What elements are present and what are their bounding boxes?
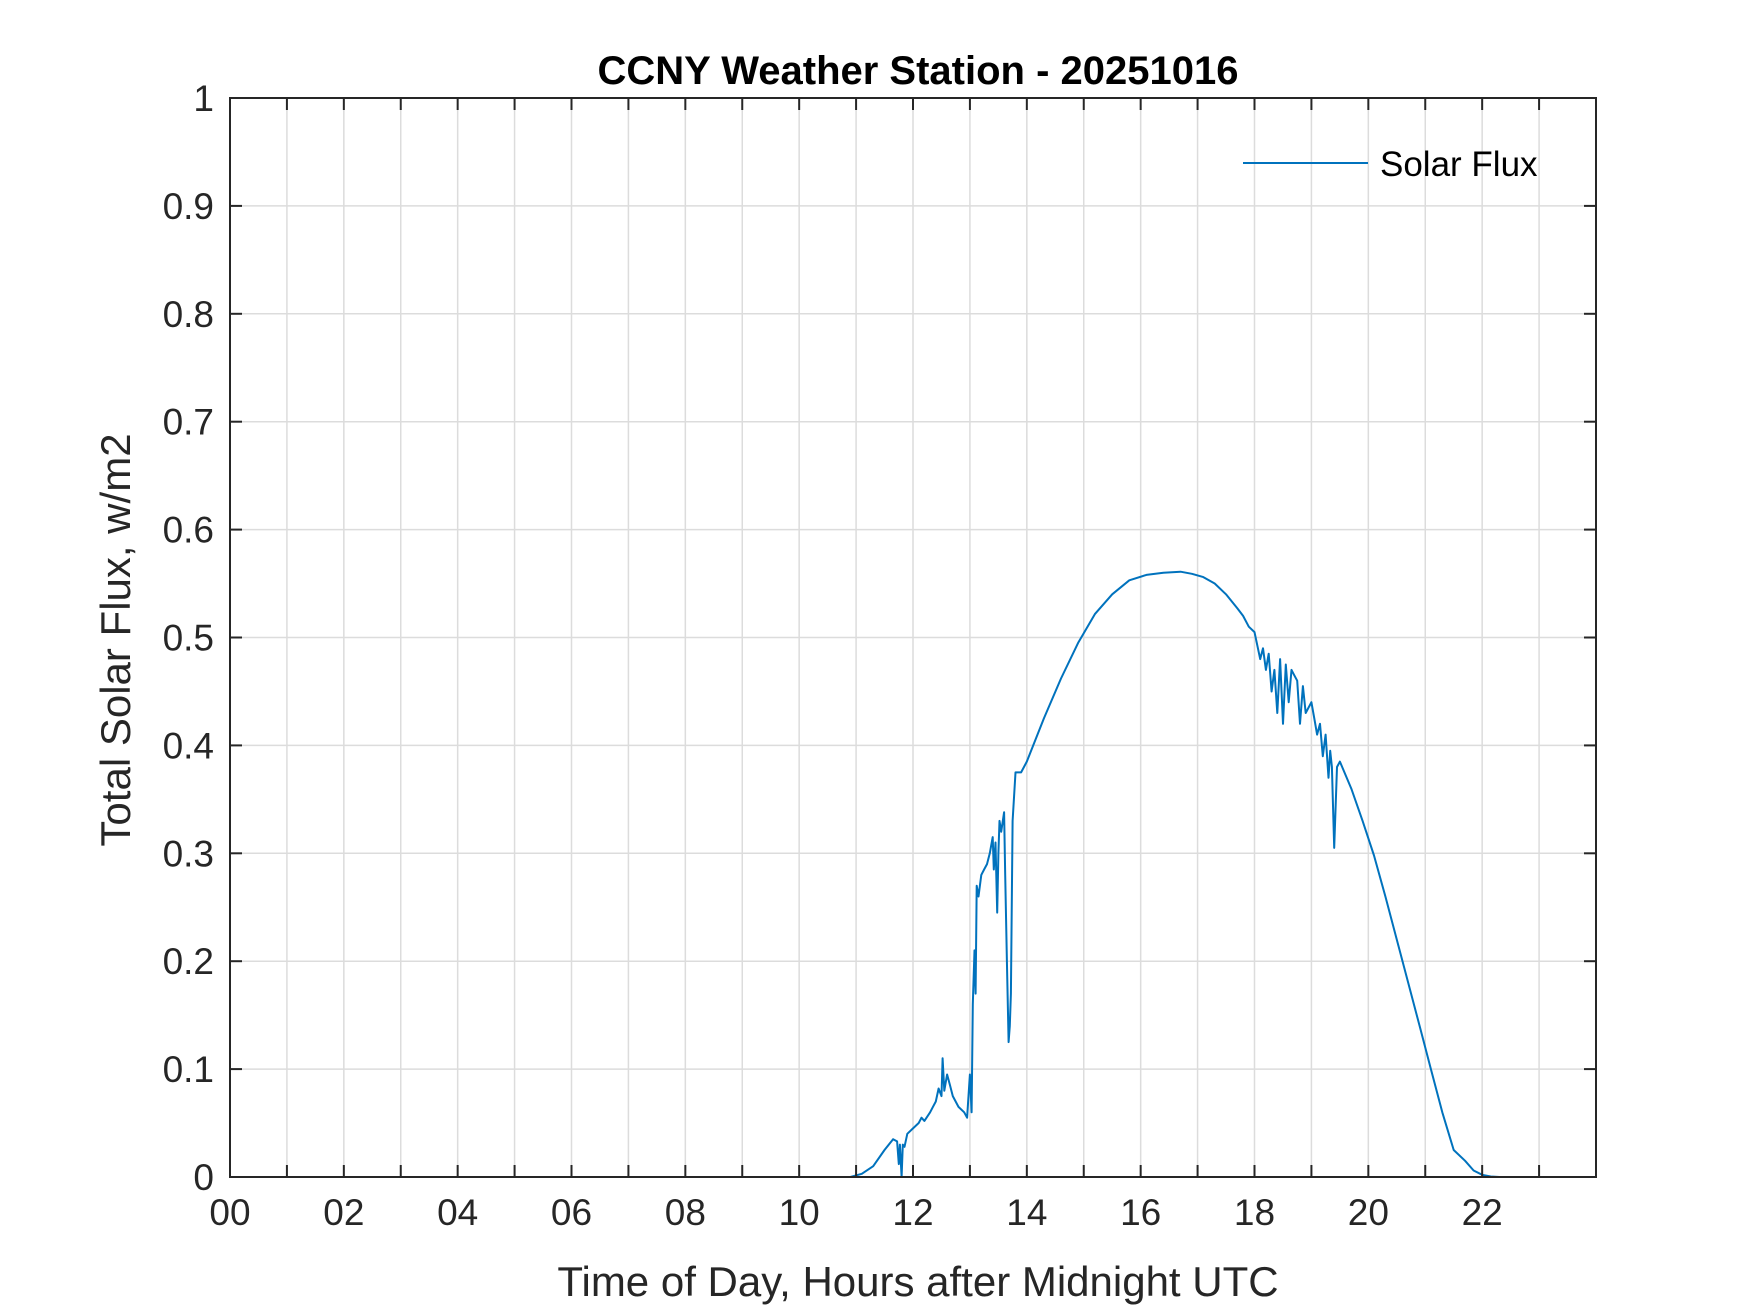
x-tick-label: 14 bbox=[1006, 1192, 1047, 1233]
y-tick-label: 0.4 bbox=[163, 725, 214, 766]
y-tick-label: 0.2 bbox=[163, 941, 214, 982]
x-tick-label: 04 bbox=[437, 1192, 478, 1233]
series-line-solar-flux bbox=[230, 570, 1596, 1178]
x-tick-label: 18 bbox=[1234, 1192, 1275, 1233]
x-tick-label: 00 bbox=[209, 1192, 250, 1233]
legend-label-solar-flux: Solar Flux bbox=[1380, 145, 1538, 184]
y-tick-label: 0.1 bbox=[163, 1049, 214, 1090]
x-axis-label: Time of Day, Hours after Midnight UTC bbox=[557, 1258, 1278, 1305]
y-axis-label: Total Solar Flux, w/m2 bbox=[92, 433, 139, 846]
x-tick-label: 16 bbox=[1120, 1192, 1161, 1233]
x-tick-label: 20 bbox=[1348, 1192, 1389, 1233]
x-tick-label: 06 bbox=[551, 1192, 592, 1233]
tick-labels: 00 02 04 06 08 10 12 14 16 18 20 22 0 0.1 0.2 0.3 0.4 0.5… bbox=[163, 78, 1503, 1233]
y-tick-label: 0.9 bbox=[163, 186, 214, 227]
x-tick-label: 10 bbox=[779, 1192, 820, 1233]
y-tick-label: 0.7 bbox=[163, 402, 214, 443]
y-tick-label: 0.5 bbox=[163, 618, 214, 659]
grid-lines bbox=[230, 98, 1596, 1177]
legend: Solar Flux bbox=[1243, 145, 1538, 184]
x-tick-label: 22 bbox=[1462, 1192, 1503, 1233]
y-tick-label: 0.8 bbox=[163, 294, 214, 335]
x-tick-label: 12 bbox=[892, 1192, 933, 1233]
series-layer bbox=[230, 570, 1596, 1178]
y-tick-label: 1 bbox=[193, 78, 214, 119]
x-tick-label: 02 bbox=[323, 1192, 364, 1233]
y-tick-label: 0.3 bbox=[163, 833, 214, 874]
chart-title: CCNY Weather Station - 20251016 bbox=[598, 49, 1239, 93]
x-tick-label: 08 bbox=[665, 1192, 706, 1233]
axis-ticks bbox=[229, 97, 1596, 1178]
y-tick-label: 0 bbox=[193, 1157, 214, 1198]
y-tick-label: 0.6 bbox=[163, 510, 214, 551]
